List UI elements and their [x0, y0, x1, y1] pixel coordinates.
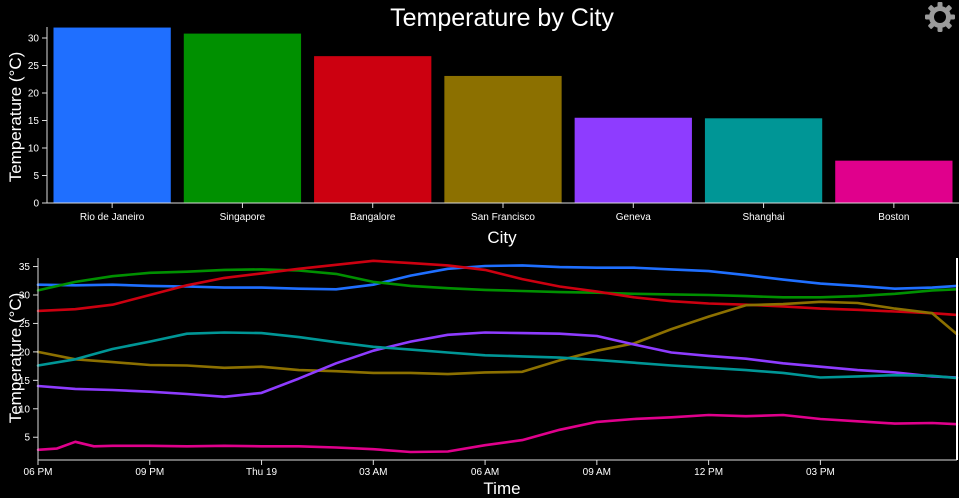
- y-tick-label: 10: [28, 144, 40, 155]
- x-tick-label: Shanghai: [742, 212, 784, 223]
- line-chart: 5 10 15 20 25 30 35 06 PM 09 PM Thu 19 03 AM 06 AM…: [6, 258, 959, 498]
- line-y-axis: 5 10 15 20 25 30 35: [19, 258, 39, 460]
- series-line[interactable]: [36, 268, 959, 299]
- bar[interactable]: [314, 56, 432, 204]
- y-tick-label: 25: [19, 319, 31, 330]
- settings-button[interactable]: [923, 0, 957, 34]
- x-tick-label: Singapore: [220, 212, 266, 223]
- series-line[interactable]: [36, 413, 959, 454]
- x-tick-label: Bangalore: [350, 212, 396, 223]
- y-tick-label: 20: [28, 89, 40, 100]
- y-tick-label: 0: [33, 199, 39, 210]
- series-line[interactable]: [36, 331, 959, 380]
- time-cursor[interactable]: [956, 258, 958, 460]
- x-tick-label: 12 PM: [694, 467, 723, 478]
- bar[interactable]: [53, 27, 171, 203]
- bar-x-axis-label: City: [487, 228, 517, 247]
- y-tick-label: 30: [28, 34, 40, 45]
- bar-chart: 0 5 10 15 20 25 30 Rio de Janeiro Singapore Bang…: [6, 27, 959, 247]
- series-line[interactable]: [36, 264, 959, 291]
- y-tick-label: 5: [33, 171, 39, 182]
- bar-x-axis: Rio de Janeiro Singapore Bangalore San Fran…: [47, 202, 959, 223]
- y-tick-label: 10: [19, 404, 31, 415]
- x-tick-label: 03 AM: [359, 467, 387, 478]
- chart-title: Temperature by City: [390, 4, 614, 32]
- bar[interactable]: [704, 118, 823, 203]
- bar[interactable]: [183, 33, 302, 203]
- y-tick-label: 25: [28, 61, 40, 72]
- y-tick-label: 15: [28, 116, 40, 127]
- line-x-axis: 06 PM 09 PM Thu 19 03 AM 06 AM 09 AM 12 PM 03 P…: [24, 459, 957, 478]
- x-tick-label: 06 PM: [24, 467, 53, 478]
- series-line[interactable]: [36, 300, 959, 376]
- line-y-axis-label: Temperature (°C): [6, 293, 25, 424]
- y-tick-label: 20: [19, 347, 31, 358]
- x-tick-label: 03 PM: [806, 467, 835, 478]
- x-tick-label: Thu 19: [246, 467, 278, 478]
- bar[interactable]: [444, 75, 562, 203]
- bar-y-axis-label: Temperature (°C): [6, 52, 25, 183]
- line-x-axis-label: Time: [483, 479, 520, 498]
- series-line[interactable]: [36, 259, 959, 317]
- x-tick-label: 09 AM: [583, 467, 611, 478]
- x-tick-label: 09 PM: [135, 467, 164, 478]
- x-tick-label: 06 AM: [471, 467, 499, 478]
- y-tick-label: 15: [19, 376, 31, 387]
- x-tick-label: Boston: [878, 212, 909, 223]
- bar[interactable]: [835, 160, 953, 203]
- y-tick-label: 5: [24, 433, 30, 444]
- bar-marks: [53, 27, 953, 204]
- y-tick-label: 35: [19, 262, 31, 273]
- bar[interactable]: [574, 117, 692, 203]
- gear-icon: [925, 2, 955, 32]
- y-tick-label: 30: [19, 290, 31, 301]
- series-line[interactable]: [36, 331, 959, 399]
- x-tick-label: Rio de Janeiro: [80, 212, 145, 223]
- bar-y-axis: 0 5 10 15 20 25 30: [28, 27, 48, 210]
- line-marks: [36, 259, 959, 454]
- x-tick-label: San Francisco: [471, 212, 535, 223]
- x-tick-label: Geneva: [616, 212, 651, 223]
